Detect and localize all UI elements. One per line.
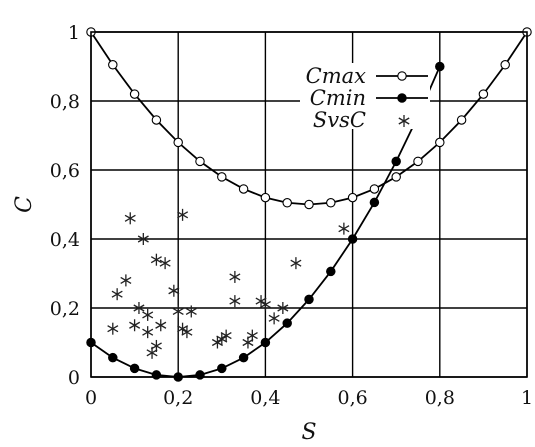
svsc-point <box>120 274 132 287</box>
svsc-point <box>290 257 302 270</box>
svsc-point <box>107 322 119 335</box>
cmin-point <box>217 363 227 374</box>
svsc-point <box>133 302 145 314</box>
cmin-point <box>129 363 140 374</box>
cmax-point <box>391 172 401 182</box>
cmax-point <box>369 184 380 194</box>
x-tick-label: 1 <box>521 387 533 409</box>
x-tick-label: 0,4 <box>250 387 280 409</box>
cmax-point <box>282 198 292 208</box>
cmin-point <box>391 156 401 167</box>
cmin-point <box>195 370 205 380</box>
cmax-point <box>260 192 271 203</box>
cmax-point <box>347 192 358 203</box>
svsc-point <box>229 295 241 308</box>
svsc-point <box>211 336 223 349</box>
svsc-point <box>172 305 184 318</box>
cmin-point <box>151 370 162 380</box>
y-tick-label: 0,4 <box>50 229 80 251</box>
cmin-point <box>369 197 380 208</box>
y-tick-label: 0,8 <box>50 91 80 113</box>
cmax-point <box>151 115 162 125</box>
cmax-point <box>129 89 140 99</box>
svsc-point <box>268 312 280 325</box>
y-tick-label: 1 <box>68 22 80 44</box>
svsc-point <box>124 212 136 225</box>
y-axis-label: C <box>12 196 37 213</box>
cmin-point <box>304 294 314 305</box>
svsc-point <box>168 284 180 297</box>
y-tick-label: 0,2 <box>50 298 80 320</box>
x-tick-label: 0,8 <box>425 387 455 409</box>
plot-frame <box>90 31 528 378</box>
cmax-point <box>238 184 249 194</box>
cmin-point <box>260 337 271 348</box>
cmin-point <box>435 61 445 72</box>
svsc-point <box>246 329 258 342</box>
legend-marker-cmin <box>397 93 407 103</box>
x-tick-label: 0,2 <box>163 387 193 409</box>
svsc-point <box>185 305 197 318</box>
legend-marker-svsc <box>398 115 410 127</box>
svsc-point <box>338 222 350 235</box>
svsc-point <box>181 326 193 339</box>
x-tick-label: 0 <box>85 387 97 409</box>
cmax-point <box>435 137 445 148</box>
cmax-point <box>173 137 183 148</box>
cmin-point <box>347 234 358 244</box>
svsc-point <box>159 257 171 270</box>
cmax-point <box>456 115 467 125</box>
svsc-point <box>277 302 289 314</box>
svsc-point <box>255 295 267 308</box>
svsc-point <box>150 339 162 352</box>
svsc-point <box>137 233 149 245</box>
legend-label-cmax: Cmax <box>306 64 367 88</box>
svsc-point <box>155 319 167 332</box>
cmax-point <box>478 89 489 99</box>
cmax-point <box>108 60 118 70</box>
svsc-point <box>142 308 154 321</box>
y-tick-label: 0,6 <box>50 160 80 182</box>
svsc-point <box>259 298 271 311</box>
svsc-point <box>111 288 123 301</box>
svsc-point <box>150 253 162 266</box>
cmax-point <box>195 156 205 167</box>
x-tick-label: 0,6 <box>337 387 367 409</box>
cmax-point <box>413 156 423 167</box>
svsc-point <box>229 270 241 283</box>
tick-labels: 0 0,2 0,4 0,6 0,8 1 0 0,2 0,4 0,6 0,8 1 <box>50 22 533 409</box>
cmin-point <box>108 352 118 363</box>
cmax-point <box>217 172 227 182</box>
svsc-point <box>220 329 232 342</box>
svsc-point <box>129 319 141 332</box>
y-tick-label: 0 <box>68 367 80 389</box>
svsc-point <box>177 322 189 335</box>
x-axis-label: S <box>301 420 316 445</box>
cmin-point <box>282 318 292 328</box>
svsc-point <box>216 333 228 346</box>
legend-label-svsc: SvsC <box>313 108 366 132</box>
svsc-point <box>142 326 154 339</box>
legend-marker-cmax <box>397 71 407 81</box>
cmax-point <box>304 199 314 210</box>
cmax-point <box>500 60 510 70</box>
svsc-point <box>177 208 189 221</box>
legend-label-cmin: Cmin <box>310 86 366 110</box>
cmax-point <box>326 198 336 208</box>
cmin-point <box>238 352 249 363</box>
cmin-point <box>326 266 336 277</box>
